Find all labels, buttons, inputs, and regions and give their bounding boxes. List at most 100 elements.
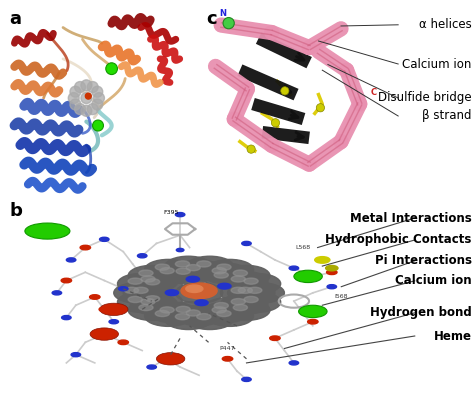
Circle shape [176,306,190,312]
Text: Calcium ion: Calcium ion [395,274,472,287]
Circle shape [203,298,251,318]
Circle shape [223,18,234,29]
Circle shape [66,258,76,262]
Circle shape [123,282,171,303]
Circle shape [175,260,223,280]
Text: α helices: α helices [419,18,472,31]
Circle shape [175,261,190,267]
Circle shape [139,304,153,311]
Text: Metal Interactions: Metal Interactions [350,212,472,224]
Circle shape [220,294,268,314]
Circle shape [160,307,174,313]
Circle shape [149,302,197,323]
Circle shape [186,256,234,277]
Circle shape [186,285,203,292]
Circle shape [231,276,246,282]
Circle shape [195,300,208,306]
Circle shape [118,340,128,344]
Circle shape [90,328,118,340]
Circle shape [308,274,318,279]
Circle shape [70,99,81,110]
Circle shape [223,300,270,320]
Circle shape [233,270,247,276]
Circle shape [201,302,249,323]
Circle shape [146,296,160,302]
Circle shape [161,356,171,361]
Text: b: b [9,202,22,220]
Text: P447: P447 [220,346,235,351]
Text: C: C [371,88,377,97]
Circle shape [220,282,268,303]
Text: N: N [219,9,226,18]
Circle shape [217,310,231,316]
Circle shape [71,353,81,357]
Circle shape [220,271,268,292]
Circle shape [294,270,322,282]
Text: Calcium ion: Calcium ion [402,58,472,70]
Circle shape [81,105,92,116]
Circle shape [106,63,118,74]
Circle shape [128,300,175,320]
Circle shape [223,265,270,286]
Circle shape [203,267,251,288]
Circle shape [186,276,200,282]
Circle shape [197,261,211,267]
Circle shape [316,104,325,112]
Circle shape [70,86,81,97]
Circle shape [118,274,165,294]
Circle shape [160,268,174,274]
Circle shape [326,266,338,271]
Circle shape [247,287,262,293]
Circle shape [109,320,118,324]
Circle shape [99,332,109,336]
Circle shape [175,282,223,303]
Text: Heme: Heme [434,330,472,342]
Circle shape [228,282,275,303]
Circle shape [92,120,103,131]
Circle shape [118,292,165,312]
Circle shape [139,270,153,276]
Text: β strand: β strand [422,110,472,122]
Text: Pi Interactions: Pi Interactions [374,254,472,267]
Circle shape [87,104,98,115]
Circle shape [308,320,318,324]
Circle shape [186,264,200,271]
Circle shape [81,80,92,91]
Circle shape [146,279,160,285]
Circle shape [165,302,213,322]
Circle shape [156,353,185,365]
Circle shape [141,298,155,305]
Circle shape [237,282,284,303]
Circle shape [74,82,85,92]
Circle shape [128,278,142,284]
Circle shape [175,305,223,326]
Circle shape [137,254,147,258]
Circle shape [92,99,103,110]
Circle shape [214,272,228,278]
Circle shape [130,271,178,292]
Circle shape [100,237,109,241]
Circle shape [176,268,190,274]
Circle shape [81,92,92,104]
Circle shape [175,212,185,217]
Circle shape [327,270,337,274]
Circle shape [299,305,327,318]
Text: Hydrogen bond: Hydrogen bond [370,306,472,319]
Circle shape [242,377,251,382]
Circle shape [197,314,211,320]
Circle shape [165,264,213,284]
Text: a: a [9,10,21,28]
Circle shape [114,282,161,303]
Ellipse shape [25,223,70,239]
Circle shape [92,86,103,97]
Circle shape [155,264,169,270]
Circle shape [128,265,175,286]
Circle shape [222,356,233,361]
Circle shape [212,268,226,274]
Circle shape [99,307,109,312]
Circle shape [242,241,251,246]
Circle shape [289,266,299,270]
Circle shape [130,294,178,314]
Circle shape [68,92,79,104]
Circle shape [281,87,289,95]
